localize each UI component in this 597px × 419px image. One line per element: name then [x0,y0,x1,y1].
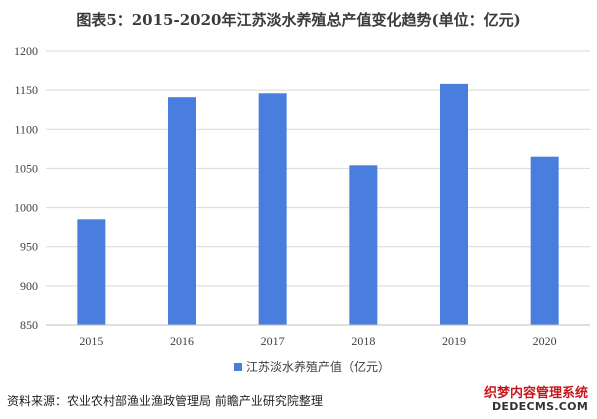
x-tick-label: 2019 [442,334,466,348]
y-tick-label: 950 [20,240,38,254]
y-tick-label: 1100 [14,122,38,136]
gridlines [46,50,590,287]
source-note: 资料来源：农业农村部渔业渔政管理局 前瞻产业研究院整理 [7,394,323,408]
x-tick-label: 2016 [170,334,194,348]
bar [530,156,559,325]
y-tick-label: 1000 [14,201,38,215]
watermark-cn-text: 织梦内容管理系统 [484,386,589,401]
y-tick-label: 1150 [14,83,38,97]
x-tick-label: 2015 [79,334,103,348]
bar [168,97,196,325]
bar [258,93,287,325]
legend: 江苏淡水养殖产值（亿元） [234,359,390,374]
y-tick-label: 1200 [14,44,38,58]
watermark: 织梦内容管理系统 DEDECMS.COM [478,381,597,419]
bar [349,165,378,325]
watermark-en-text: DEDECMS.COM [492,400,589,413]
x-tick-label: 2017 [261,334,285,348]
bar [440,83,468,325]
bar [77,219,106,325]
chart-title: 图表5：2015-2020年江苏淡水养殖总产值变化趋势(单位：亿元) [76,11,521,29]
bars [77,83,559,325]
y-axis: 850 900 950 1000 1050 1100 1150 1200 [14,44,38,332]
y-tick-label: 900 [20,279,38,293]
legend-swatch [234,363,242,371]
y-tick-label: 850 [20,318,38,332]
x-tick-label: 2018 [351,334,375,348]
legend-label: 江苏淡水养殖产值（亿元） [246,359,390,374]
y-tick-label: 1050 [14,161,38,175]
x-axis: 2015 2016 2017 2018 2019 2020 [46,324,590,348]
x-tick-label: 2020 [533,334,557,348]
